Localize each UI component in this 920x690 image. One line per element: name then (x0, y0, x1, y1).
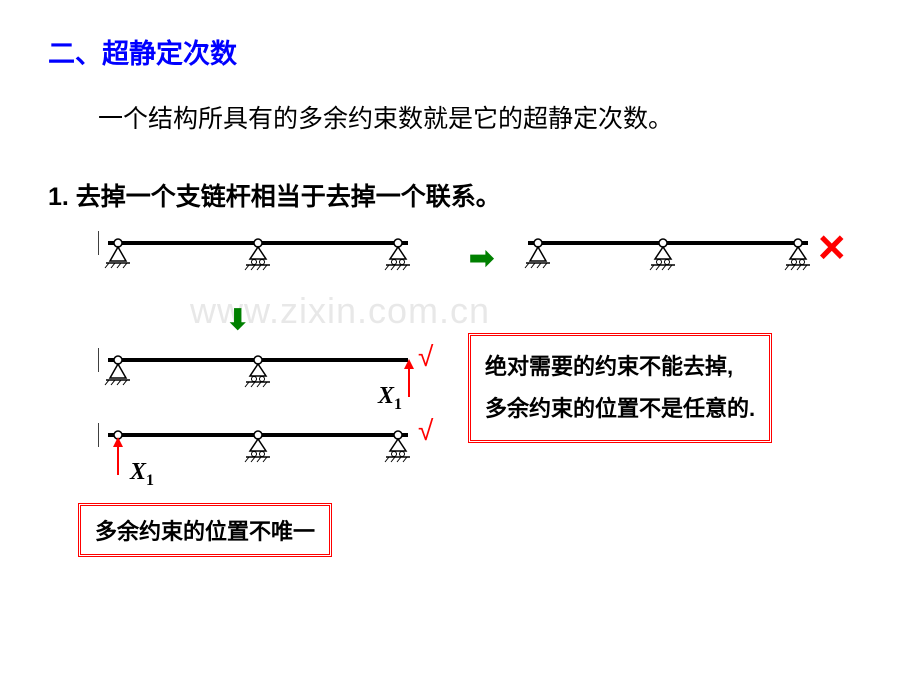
cross-mark-icon: × (818, 219, 845, 274)
check-mark-1: √ (418, 341, 433, 373)
force-arrow-2 (110, 437, 126, 477)
beam-1-right (518, 231, 828, 281)
arrow-down-icon: ⬇ (226, 303, 249, 336)
arrow-right-icon: ➡ (469, 241, 494, 276)
force-arrow-1 (401, 359, 417, 399)
info-box-line1: 绝对需要的约束不能去掉, (485, 346, 755, 388)
diagram-row-1: ➡ × (48, 231, 872, 291)
bottom-box: 多余约束的位置不唯一 (78, 503, 332, 557)
section-title: 二、超静定次数 (48, 32, 872, 71)
check-mark-2: √ (418, 415, 433, 447)
intro-text: 一个结构所具有的多余约束数就是它的超静定次数。 (98, 99, 872, 135)
beam-1-left (98, 231, 428, 281)
rule-title: 1. 去掉一个支链杆相当于去掉一个联系。 (48, 177, 872, 213)
force-label-1: X1 (378, 383, 402, 414)
diagram-row-3: √ X1 多余约束的位置不唯一 (48, 423, 872, 503)
diagram-row-2: ⬇ X1 √ 绝对需要的约束不能去掉, 多余约束的位置不是任意的. (48, 303, 872, 423)
force-label-2: X1 (130, 459, 154, 490)
